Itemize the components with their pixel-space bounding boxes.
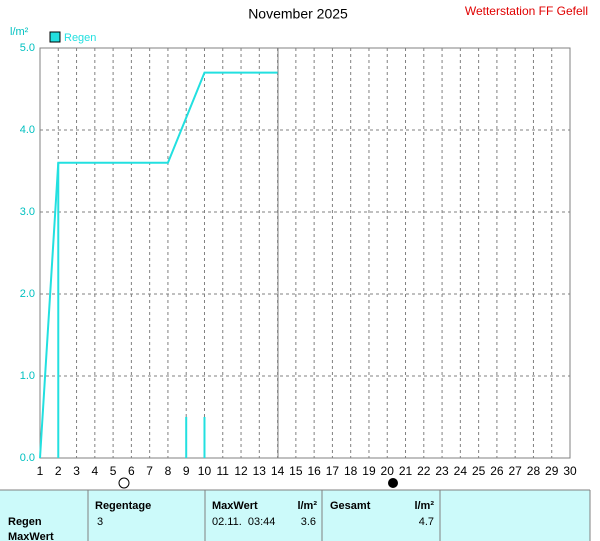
x-tick-label: 26 bbox=[490, 464, 504, 478]
x-tick-label: 15 bbox=[289, 464, 303, 478]
y-tick-label: 4.0 bbox=[20, 124, 35, 136]
x-tick-label: 20 bbox=[381, 464, 395, 478]
table-cell: 3 bbox=[97, 516, 103, 528]
y-tick-label: 0.0 bbox=[20, 452, 35, 464]
x-tick-label: 22 bbox=[417, 464, 431, 478]
rain-line bbox=[39, 71, 278, 459]
x-tick-label: 3 bbox=[73, 464, 80, 478]
moon-full bbox=[118, 477, 130, 489]
table-header: l/m² bbox=[414, 500, 434, 512]
x-tick-label: 21 bbox=[399, 464, 413, 478]
table-header: MaxWert bbox=[212, 500, 258, 512]
x-tick-label: 6 bbox=[128, 464, 135, 478]
table-header: l/m² bbox=[297, 500, 317, 512]
x-tick-label: 24 bbox=[454, 464, 468, 478]
table-cell: 3.6 bbox=[301, 516, 316, 528]
row-label: Regen bbox=[8, 516, 42, 528]
x-tick-label: 18 bbox=[344, 464, 358, 478]
legend-label: Regen bbox=[64, 32, 96, 44]
x-tick-label: 28 bbox=[527, 464, 541, 478]
x-tick-label: 16 bbox=[307, 464, 321, 478]
x-tick-label: 29 bbox=[545, 464, 559, 478]
y-tick-label: 1.0 bbox=[20, 370, 35, 382]
x-tick-label: 23 bbox=[435, 464, 449, 478]
y-tick-label: 5.0 bbox=[20, 42, 35, 54]
legend-swatch bbox=[49, 31, 61, 43]
y-tick-label: 2.0 bbox=[20, 288, 35, 300]
x-tick-label: 19 bbox=[362, 464, 376, 478]
x-tick-label: 11 bbox=[217, 464, 230, 478]
x-tick-label: 2 bbox=[55, 464, 62, 478]
table-header: Gesamt bbox=[330, 500, 371, 512]
x-tick-label: 4 bbox=[91, 464, 98, 478]
x-tick-label: 5 bbox=[110, 464, 117, 478]
chart-title: November 2025 bbox=[248, 6, 348, 22]
x-tick-label: 17 bbox=[326, 464, 340, 478]
x-tick-label: 30 bbox=[563, 464, 577, 478]
x-tick-label: 25 bbox=[472, 464, 486, 478]
x-tick-label: 8 bbox=[165, 464, 172, 478]
x-tick-label: 12 bbox=[234, 464, 248, 478]
y-axis-label: l/m² bbox=[10, 26, 29, 38]
x-tick-label: 10 bbox=[198, 464, 212, 478]
x-tick-label: 14 bbox=[271, 464, 285, 478]
table-background bbox=[0, 490, 590, 541]
x-tick-label: 9 bbox=[183, 464, 190, 478]
x-tick-label: 1 bbox=[37, 464, 44, 478]
plot-area bbox=[39, 47, 571, 459]
y-tick-label: 3.0 bbox=[20, 206, 35, 218]
row-label: MaxWert bbox=[8, 531, 54, 541]
table-cell: 4.7 bbox=[419, 516, 434, 528]
station-name: Wetterstation FF Gefell bbox=[465, 4, 588, 18]
x-tick-label: 7 bbox=[146, 464, 153, 478]
x-tick-label: 27 bbox=[508, 464, 522, 478]
moon-new bbox=[388, 478, 398, 488]
table-header: Regentage bbox=[95, 500, 151, 512]
x-tick-label: 13 bbox=[253, 464, 267, 478]
table-cell: 02.11. 03:44 bbox=[212, 516, 275, 528]
